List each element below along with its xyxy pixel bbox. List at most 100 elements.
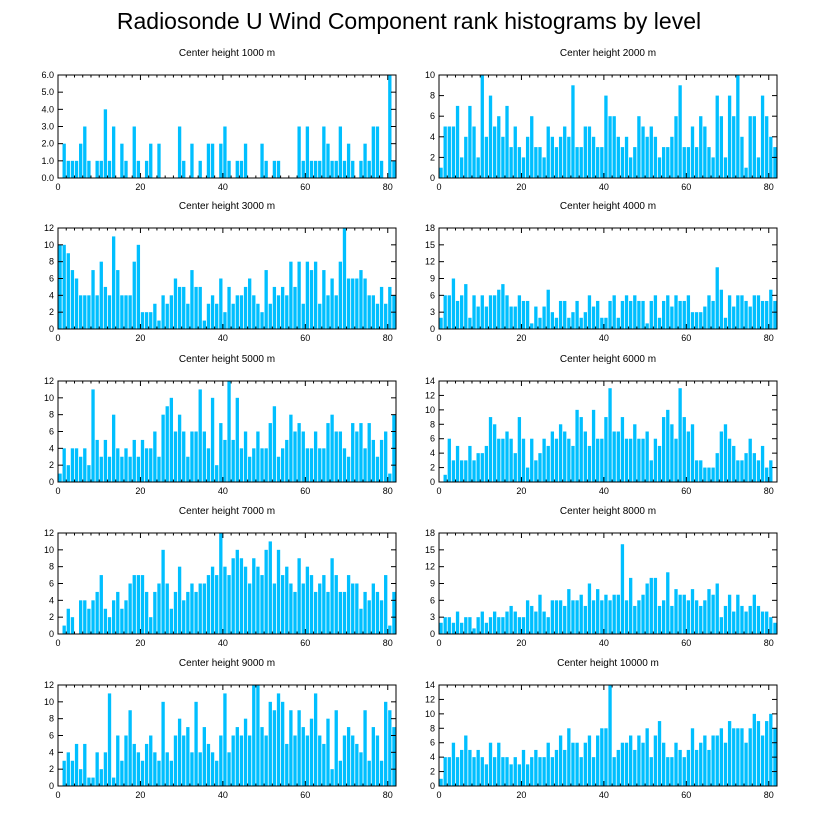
- histogram-bar: [379, 439, 384, 482]
- y-tick-label: 0: [430, 324, 435, 334]
- histogram-bar: [322, 448, 326, 482]
- histogram-bar: [243, 431, 248, 482]
- histogram-bar: [235, 549, 239, 634]
- histogram-bar: [165, 583, 169, 634]
- histogram-bar: [264, 448, 268, 482]
- histogram-bar: [740, 136, 744, 178]
- histogram-bar: [600, 438, 604, 482]
- histogram-bar: [305, 735, 310, 786]
- histogram-bar: [363, 448, 367, 482]
- histogram-bar: [443, 295, 447, 329]
- histogram-bar: [472, 757, 476, 786]
- histogram-bar: [219, 533, 223, 634]
- histogram-bar: [765, 116, 769, 178]
- histogram-bar: [318, 583, 322, 634]
- histogram-bar: [447, 295, 451, 329]
- y-tick-label: 3: [430, 612, 435, 622]
- histogram-bar: [538, 147, 542, 178]
- histogram-bar: [66, 752, 70, 786]
- histogram-bar: [641, 742, 645, 786]
- histogram-bar: [210, 566, 215, 634]
- histogram-bar: [488, 417, 493, 482]
- histogram-bar: [124, 600, 128, 634]
- histogram-bar: [538, 594, 542, 634]
- histogram-bar: [120, 760, 124, 786]
- histogram-bar: [62, 143, 66, 178]
- histogram-bar: [74, 743, 79, 786]
- histogram-bar: [563, 749, 567, 786]
- y-tick-label: 18: [425, 528, 435, 538]
- histogram-bar: [297, 261, 301, 329]
- histogram-bar: [744, 453, 748, 482]
- histogram-bar: [256, 566, 260, 634]
- histogram-bar: [161, 549, 165, 634]
- histogram-bar: [587, 295, 592, 329]
- histogram-bar: [103, 752, 108, 786]
- x-tick-label: 0: [436, 182, 441, 192]
- histogram-bar: [534, 749, 538, 786]
- histogram-bar: [760, 611, 765, 634]
- histogram-bar: [736, 728, 740, 786]
- histogram-bar: [629, 735, 633, 786]
- y-tick-label: 0.0: [41, 173, 54, 183]
- histogram-bar: [198, 389, 202, 482]
- histogram-bar: [756, 721, 761, 786]
- histogram-bar: [637, 600, 641, 634]
- histogram-bar: [83, 600, 87, 634]
- histogram-bar: [276, 549, 281, 634]
- histogram-bar: [484, 764, 489, 786]
- histogram-bar: [276, 693, 281, 786]
- x-tick-label: 80: [383, 790, 393, 800]
- histogram-bar: [756, 460, 761, 482]
- histogram-bar: [124, 735, 128, 786]
- histogram-bar: [480, 757, 484, 786]
- histogram-bar: [190, 583, 194, 634]
- histogram-bar: [769, 460, 773, 482]
- histogram-bar: [686, 295, 691, 329]
- histogram-bar: [206, 575, 211, 634]
- x-tick-label: 0: [55, 333, 60, 343]
- histogram-bar: [464, 460, 468, 482]
- histogram-bar: [439, 778, 443, 786]
- histogram-bar: [670, 424, 674, 482]
- x-tick-label: 40: [599, 638, 609, 648]
- histogram-bar: [765, 467, 769, 482]
- histogram-bar: [455, 105, 460, 178]
- histogram-bar: [509, 764, 513, 786]
- histogram-bar: [248, 583, 252, 634]
- x-tick-label: 40: [218, 182, 228, 192]
- histogram-bar: [363, 278, 367, 329]
- histogram-bar: [633, 605, 637, 634]
- histogram-bar: [521, 438, 526, 482]
- histogram-bar: [678, 388, 682, 482]
- histogram-bar: [583, 742, 587, 786]
- histogram-bar: [128, 295, 132, 329]
- histogram-bar: [165, 752, 169, 786]
- histogram-bar: [252, 558, 256, 634]
- histogram-bar: [579, 594, 583, 634]
- histogram-bar: [530, 323, 534, 329]
- histogram-bar: [517, 295, 522, 329]
- histogram-bar: [657, 317, 662, 329]
- histogram-bar: [371, 727, 375, 786]
- histogram-bar: [177, 566, 182, 634]
- histogram-bar: [322, 575, 326, 634]
- histogram-bar: [563, 431, 567, 482]
- histogram-bar: [309, 270, 314, 329]
- histogram-bar: [583, 126, 587, 178]
- histogram-bar: [83, 448, 87, 482]
- histogram-bar: [464, 136, 468, 178]
- histogram-bar: [657, 157, 662, 178]
- histogram-bar: [616, 431, 620, 482]
- histogram-bar: [87, 160, 91, 178]
- histogram-bar: [447, 126, 451, 178]
- histogram-bar: [686, 600, 691, 634]
- histogram-bar: [476, 617, 480, 634]
- histogram-bar: [210, 143, 215, 178]
- histogram-bar: [62, 760, 66, 786]
- histogram-bar: [682, 594, 686, 634]
- histogram-bar: [468, 617, 472, 634]
- y-tick-label: 4: [49, 595, 54, 605]
- histogram-bar: [756, 157, 761, 178]
- histogram-bar: [173, 278, 178, 329]
